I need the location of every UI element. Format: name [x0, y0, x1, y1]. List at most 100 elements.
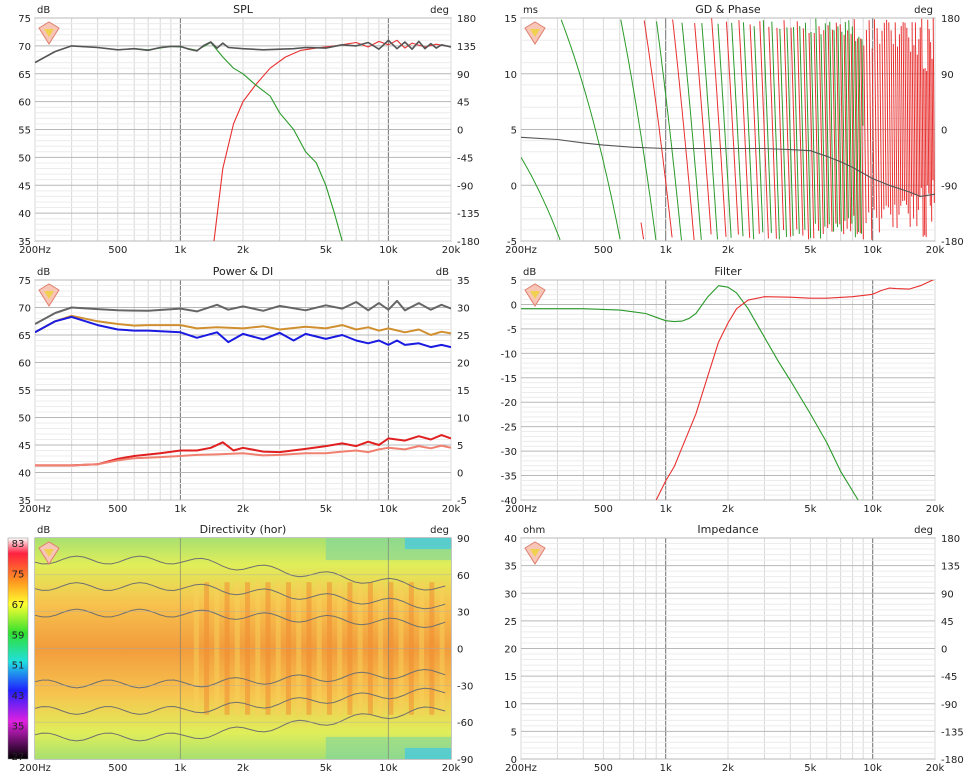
x-tick-label: 1k [174, 245, 186, 256]
y-tick-label: 10 [504, 70, 517, 81]
x-tick-label: 20k [442, 763, 461, 774]
x-tick-label: 5k [320, 245, 332, 256]
y-tick-label: 50 [18, 414, 31, 425]
vituixcad-logo-icon [524, 21, 546, 45]
y-tick-label: 65 [18, 331, 31, 342]
x-tick-label: 20k [926, 245, 945, 256]
x-tick-label: 10k [863, 763, 882, 774]
y2-tick-label: 0 [941, 645, 947, 656]
y-tick-label: -40 [501, 496, 517, 507]
y-tick-label: 55 [18, 386, 31, 397]
vituixcad-logo-icon [38, 21, 60, 45]
series-line-0 [213, 39, 451, 241]
right-axis-unit: deg [430, 525, 449, 536]
contour-line-bottom [34, 668, 446, 689]
series-line-1 [655, 280, 935, 500]
x-tick-label: 5k [320, 763, 332, 774]
y-tick-label: 10 [504, 700, 517, 711]
right-axis-unit: dB [436, 267, 449, 278]
series-line-0 [35, 299, 451, 325]
x-tick-label: 1k [660, 245, 672, 256]
plot-lines [35, 299, 451, 467]
colorbar-tick-label: 35 [12, 722, 25, 733]
y-tick-label: 35 [18, 496, 31, 507]
logo-core [44, 29, 54, 37]
y2-tick-label: 90 [457, 534, 470, 545]
y2-tick-label: 0 [457, 469, 463, 480]
colorbar-tick-label: 75 [12, 569, 25, 580]
left-axis-unit: ohm [523, 525, 545, 536]
y-tick-label: 60 [18, 98, 31, 109]
vituixcad-logo-icon [524, 283, 546, 307]
y2-tick-label: 90 [941, 589, 954, 600]
x-tick-label: 200Hz [505, 504, 537, 515]
y-tick-label: -20 [501, 398, 517, 409]
y2-tick-label: 45 [941, 617, 954, 628]
y2-tick-label: 0 [457, 126, 463, 137]
chart-title: Power & DI [213, 265, 274, 278]
x-tick-label: 500 [594, 245, 613, 256]
x-tick-label: 5k [804, 763, 816, 774]
y2-tick-label: 25 [457, 331, 470, 342]
y2-tick-label: -90 [457, 181, 473, 192]
vituixcad-logo-icon [38, 541, 60, 565]
y2-tick-label: -30 [457, 681, 473, 692]
y-tick-label: 25 [504, 617, 517, 628]
x-tick-label: 5k [804, 245, 816, 256]
y2-tick-label: -135 [457, 209, 480, 220]
series-line-2 [35, 315, 451, 349]
x-tick-label: 200Hz [19, 763, 51, 774]
y2-tick-label: -180 [941, 237, 964, 248]
contour-line-top [34, 582, 446, 610]
y-tick-label: 35 [18, 237, 31, 248]
vituixcad-logo-icon [524, 541, 546, 565]
x-tick-label: 2k [722, 763, 734, 774]
plot-lines [521, 18, 935, 241]
y-tick-label: 15 [504, 14, 517, 25]
chart-title: Directivity (hor) [200, 523, 287, 536]
y2-tick-label: -60 [457, 718, 473, 729]
y-tick-label: 5 [511, 276, 517, 287]
y-tick-label: 45 [18, 441, 31, 452]
chart-title: SPL [233, 3, 254, 16]
right-axis-unit: deg [430, 5, 449, 16]
y2-tick-label: -90 [457, 755, 473, 766]
y-tick-label: -30 [501, 447, 517, 458]
colorbar-tick-label: 83 [12, 539, 25, 550]
y2-tick-label: -45 [941, 672, 957, 683]
x-tick-label: 10k [379, 504, 398, 515]
y-tick-label: 0 [511, 181, 517, 192]
contour-line-top [34, 555, 446, 591]
series-line-0 [521, 285, 859, 500]
x-tick-label: 5k [804, 504, 816, 515]
logo-core [530, 549, 540, 557]
x-tick-label: 500 [594, 504, 613, 515]
y-tick-label: 55 [18, 126, 31, 137]
y-tick-label: 75 [18, 14, 31, 25]
y2-tick-label: 0 [457, 645, 463, 656]
y2-tick-label: 90 [941, 70, 954, 81]
colorbar-tick-label: 51 [12, 661, 25, 672]
y2-tick-label: -5 [457, 496, 467, 507]
x-tick-label: 2k [237, 763, 249, 774]
x-tick-label: 2k [722, 245, 734, 256]
y-tick-label: 35 [504, 562, 517, 573]
logo-core [44, 291, 54, 299]
contour-line-bottom [34, 687, 446, 715]
y2-tick-label: -45 [457, 153, 473, 164]
left-axis-unit: dB [37, 267, 50, 278]
y2-tick-label: -180 [941, 755, 964, 766]
plot-lines [521, 280, 935, 500]
panel-3: Filter dB 200Hz 500 1k 2k 5k 10k 20k 5 0 -5 -10 -15 -2… [501, 265, 945, 515]
x-tick-label: 500 [108, 245, 127, 256]
y-tick-label: -5 [507, 237, 517, 248]
x-tick-label: 5k [320, 504, 332, 515]
y2-tick-label: 135 [457, 42, 476, 53]
chart-title: GD & Phase [695, 3, 761, 16]
colorbar [7, 537, 29, 760]
y2-tick-label: 180 [457, 14, 476, 25]
